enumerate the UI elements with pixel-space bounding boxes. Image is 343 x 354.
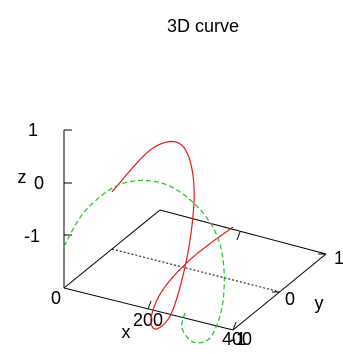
z-axis-label: z <box>18 167 27 187</box>
y-zero-line <box>111 248 281 293</box>
base-back-edge <box>159 209 327 255</box>
x-tick-400 <box>232 321 237 331</box>
y-tick-label-0: 0 <box>285 289 295 309</box>
tick-labels: 1 0 -1 0 200 400 1 0 -1 <box>24 120 343 349</box>
x-tick-label-400: 400 <box>222 329 252 349</box>
series-line-2 <box>63 179 225 344</box>
x-tick-200 <box>147 300 152 310</box>
x-tick-label-0: 0 <box>51 288 61 308</box>
ticks <box>64 129 326 331</box>
series-line-1 <box>111 140 234 330</box>
z-tick-label-1: 1 <box>28 120 38 140</box>
y-axis-label: y <box>315 293 324 313</box>
x-axis-label: x <box>122 322 131 342</box>
y-tick-label-minus1: -1 <box>230 329 246 349</box>
z-tick-label-0: 0 <box>34 173 44 193</box>
y-tick-label-1: 1 <box>334 248 343 268</box>
z-tick-label-minus1: -1 <box>24 226 40 246</box>
x-tick-back <box>236 231 241 241</box>
chart-title: 3D curve <box>167 16 239 36</box>
axis-labels: z x y <box>18 167 324 342</box>
curves-group <box>63 140 234 344</box>
x-tick-label-200: 200 <box>133 310 163 330</box>
